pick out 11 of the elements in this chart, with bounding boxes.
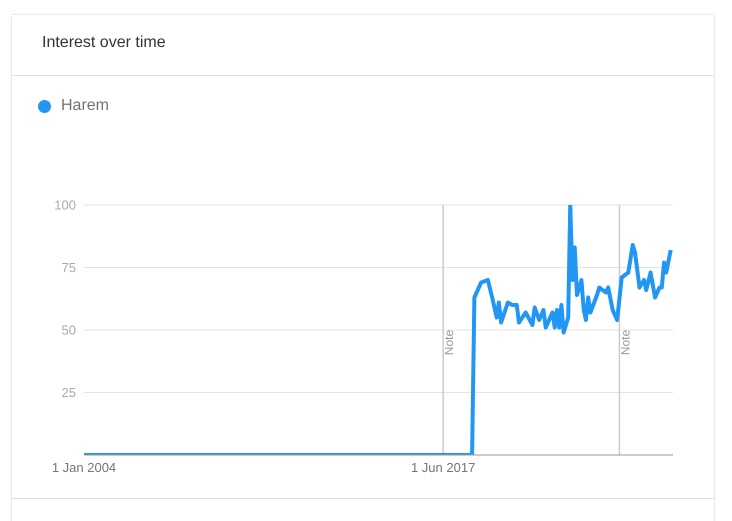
y-tick-label: 50 xyxy=(62,322,76,338)
chart-title: Interest over time xyxy=(42,34,166,52)
x-tick-label: 1 Jun 2017 xyxy=(410,460,476,476)
line-series xyxy=(84,205,673,455)
ref-line-label: Note xyxy=(618,330,632,356)
y-tick-label: 25 xyxy=(62,385,76,400)
y-tick-label: 100 xyxy=(54,198,76,213)
x-tick-label: 1 Jan 2004 xyxy=(52,460,116,476)
ref-line-label: Note xyxy=(442,330,456,356)
legend-label: Harem xyxy=(61,97,110,115)
y-tick-label: 75 xyxy=(62,260,76,276)
